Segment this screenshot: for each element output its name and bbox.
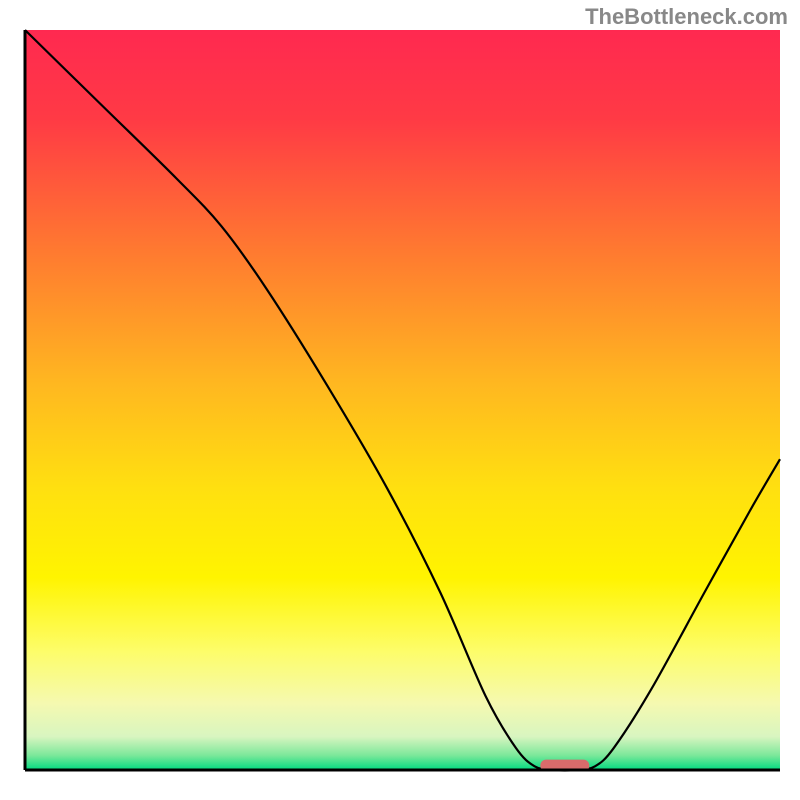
chart-container [0,0,800,800]
bottleneck-chart [0,0,800,800]
watermark-text: TheBottleneck.com [585,4,788,30]
